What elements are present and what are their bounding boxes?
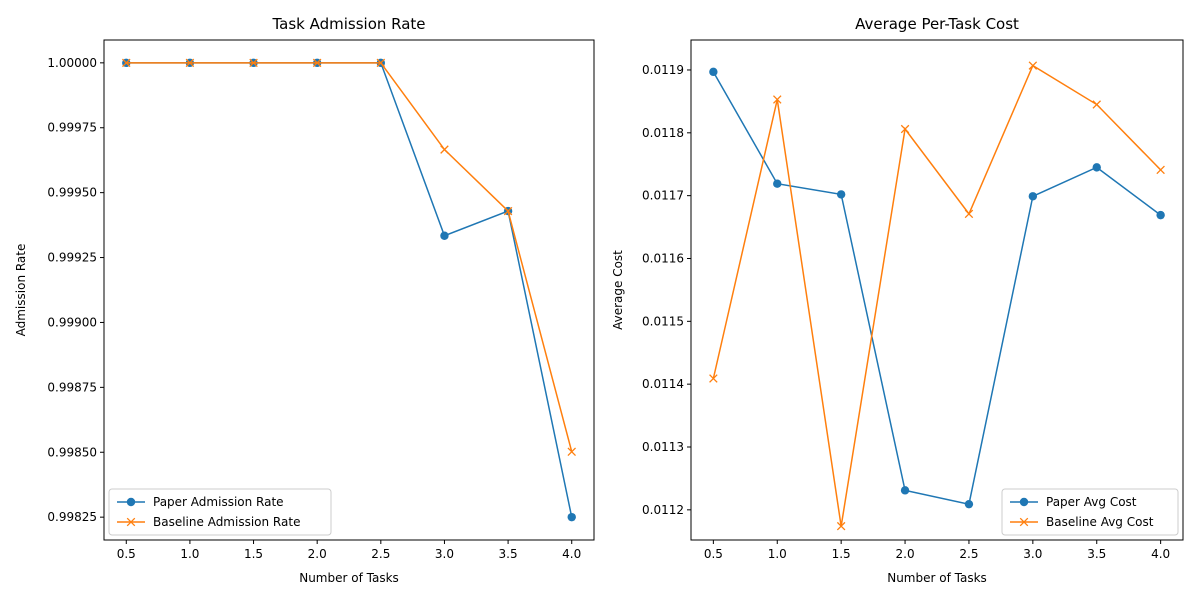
- data-point: [122, 58, 131, 68]
- y-tick-label: 0.99850: [47, 445, 97, 459]
- plot-area: 0.5 1.0 1.5 2.0 2.5 3.0 3.5 4.0 0.99825 0.99850 0.…: [47, 39, 595, 561]
- legend-item: Paper Admission Rate: [117, 495, 284, 509]
- chart-title: Task Admission Rate: [271, 15, 425, 33]
- y-tick-label: 0.99825: [47, 510, 97, 524]
- data-point: [440, 231, 449, 240]
- x-tick-label: 0.5: [704, 547, 723, 561]
- data-point: [836, 521, 846, 531]
- y-tick-label: 1.00000: [47, 56, 97, 70]
- data-point: [376, 58, 386, 68]
- x-tick-label: 0.5: [117, 547, 136, 561]
- data-point: [1028, 192, 1038, 201]
- legend-label: Paper Avg Cost: [1046, 495, 1137, 509]
- data-point: [1156, 210, 1165, 220]
- y-tick-label: 0.0119: [642, 63, 684, 77]
- x-tick-label: 2.5: [371, 547, 390, 561]
- y-tick-label: 0.99975: [47, 121, 97, 135]
- legend: Paper Avg Cost Baseline Avg Cost: [1001, 488, 1179, 536]
- data-point: [1156, 165, 1165, 175]
- x-tick-label: 2.0: [308, 547, 327, 561]
- y-tick-label: 0.0112: [642, 503, 684, 517]
- data-point: [567, 447, 576, 456]
- x-tick-label: 1.5: [244, 547, 263, 561]
- data-point: [836, 190, 846, 199]
- y-tick-label: 0.0113: [642, 440, 684, 454]
- x-tick-label: 2.5: [959, 547, 978, 561]
- y-tick-label: 0.0117: [642, 189, 684, 203]
- x-axis-label: Number of Tasks: [887, 571, 987, 585]
- admission-rate-chart: Task Admission Rate Number of Tasks Admi…: [14, 15, 595, 585]
- average-cost-chart: Average Per-Task Cost Number of Tasks Av…: [611, 15, 1184, 585]
- y-axis-label: Average Cost: [611, 250, 625, 330]
- data-point: [185, 58, 195, 68]
- x-tick-label: 4.0: [1151, 547, 1170, 561]
- data-point: [1028, 61, 1038, 70]
- legend-label: Baseline Avg Cost: [1046, 515, 1154, 529]
- x-tick-label: 3.5: [499, 547, 518, 561]
- data-point: [440, 145, 449, 154]
- x-tick-label: 1.5: [832, 547, 851, 561]
- x-tick-label: 1.0: [768, 547, 787, 561]
- data-point: [900, 124, 910, 134]
- y-tick-label: 0.99900: [47, 315, 97, 329]
- plot-area: 0.5 1.0 1.5 2.0 2.5 3.0 3.5 4.0 0.0112 0.0113 0.01…: [642, 39, 1184, 561]
- y-axis-label: Admission Rate: [14, 244, 28, 337]
- series-line: [712, 64, 1162, 527]
- x-tick-label: 1.0: [180, 547, 199, 561]
- data-point: [900, 486, 910, 495]
- chart-title: Average Per-Task Cost: [855, 15, 1019, 33]
- y-tick-label: 0.0115: [642, 314, 684, 328]
- x-tick-label: 2.0: [896, 547, 915, 561]
- y-tick-label: 0.99875: [47, 380, 97, 394]
- data-point: [964, 209, 974, 219]
- data-point: [249, 58, 258, 68]
- plot-frame: [690, 39, 1184, 541]
- y-tick-label: 0.99950: [47, 186, 97, 200]
- data-point: [773, 95, 782, 104]
- data-point: [709, 374, 718, 383]
- legend: Paper Admission Rate Baseline Admission R…: [108, 488, 332, 536]
- x-tick-label: 3.5: [1087, 547, 1106, 561]
- x-tick-label: 3.0: [435, 547, 454, 561]
- y-tick-label: 0.0116: [642, 251, 684, 265]
- legend-label: Baseline Admission Rate: [153, 515, 300, 529]
- data-point: [709, 67, 718, 77]
- legend-item: Baseline Avg Cost: [1010, 515, 1154, 529]
- legend-label: Paper Admission Rate: [153, 495, 284, 509]
- y-tick-label: 0.0118: [642, 126, 684, 140]
- y-tick-label: 0.0114: [642, 377, 684, 391]
- x-tick-label: 3.0: [1023, 547, 1042, 561]
- data-point: [312, 58, 322, 68]
- y-tick-label: 0.99925: [47, 251, 97, 265]
- series-line: [712, 71, 1162, 506]
- data-point: [964, 499, 974, 509]
- series-line: [126, 62, 573, 452]
- data-point: [1092, 100, 1101, 109]
- legend-item: Paper Avg Cost: [1010, 495, 1137, 509]
- plot-frame: [103, 39, 595, 541]
- x-tick-label: 4.0: [562, 547, 581, 561]
- data-point: [567, 512, 576, 522]
- data-point: [503, 206, 513, 216]
- x-axis-label: Number of Tasks: [299, 571, 399, 585]
- series-line: [126, 62, 573, 518]
- legend-item: Baseline Admission Rate: [117, 515, 300, 529]
- data-point: [1092, 163, 1101, 172]
- data-point: [773, 179, 782, 188]
